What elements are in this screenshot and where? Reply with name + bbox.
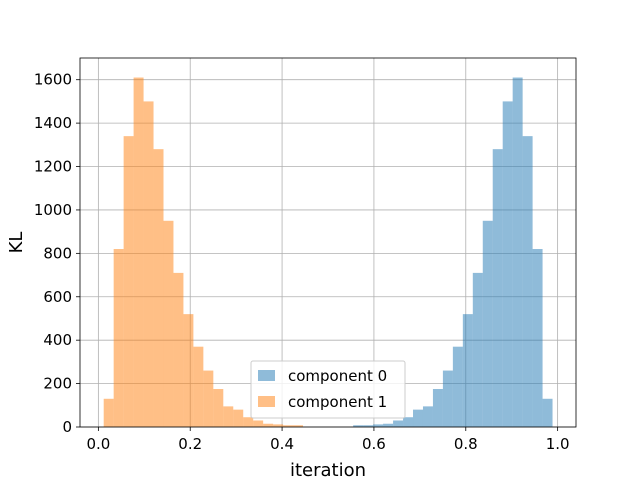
histogram-bars	[103, 77, 553, 428]
bar-component-0	[363, 425, 374, 427]
x-tick-label: 0.8	[454, 435, 478, 453]
bar-component-0	[542, 398, 553, 427]
y-tick-label: 1000	[34, 201, 72, 219]
bar-component-0	[432, 389, 443, 427]
legend-swatch-component-0	[258, 370, 275, 381]
bar-component-1	[113, 249, 124, 427]
bar-component-0	[492, 149, 503, 427]
bar-component-0	[353, 425, 364, 427]
y-tick-label: 1400	[34, 114, 72, 132]
bar-component-1	[293, 425, 304, 427]
bar-component-1	[183, 314, 194, 427]
x-tick-label: 0.4	[270, 435, 294, 453]
bar-component-0	[452, 346, 463, 427]
bar-component-1	[233, 409, 244, 427]
bar-component-1	[193, 346, 204, 427]
bar-component-1	[173, 272, 184, 427]
x-tick-label: 1.0	[546, 435, 570, 453]
bar-component-0	[482, 220, 493, 427]
bar-component-0	[383, 423, 394, 427]
bar-component-1	[273, 424, 284, 427]
bar-component-0	[512, 77, 523, 428]
y-tick-label: 400	[43, 331, 72, 349]
y-tick-label: 200	[43, 375, 72, 393]
bar-component-1	[243, 417, 254, 427]
bar-component-0	[403, 417, 414, 427]
y-axis-label: KL	[6, 232, 27, 254]
bar-component-1	[253, 420, 264, 427]
x-axis-label: iteration	[290, 460, 366, 480]
bar-component-1	[213, 389, 224, 427]
bar-component-1	[223, 406, 234, 427]
x-tick-label: 0.0	[86, 435, 110, 453]
bar-component-0	[522, 136, 533, 427]
legend-label-component-1: component 1	[288, 393, 387, 411]
bar-component-1	[203, 370, 214, 427]
bar-component-1	[103, 398, 114, 427]
y-tick-label: 800	[43, 244, 72, 262]
legend-box	[250, 360, 406, 419]
bar-component-1	[153, 149, 164, 427]
bar-component-0	[502, 101, 513, 427]
bar-component-0	[422, 406, 433, 427]
bar-component-1	[123, 136, 134, 427]
x-tick-label: 0.2	[178, 435, 202, 453]
bar-component-1	[143, 101, 154, 427]
bar-component-1	[163, 220, 174, 427]
legend-swatch-component-1	[258, 396, 275, 407]
x-tick-label: 0.6	[362, 435, 386, 453]
bar-component-0	[532, 249, 543, 427]
x-axis-ticks: 0.0 0.2 0.4 0.6 0.8 1.0	[86, 427, 570, 453]
y-tick-label: 0	[62, 418, 72, 436]
bar-component-0	[413, 409, 423, 427]
legend: component 0 component 1	[250, 360, 406, 419]
bar-component-1	[263, 423, 274, 427]
bar-component-0	[442, 370, 453, 427]
bar-component-0	[373, 424, 384, 427]
legend-label-component-0: component 0	[288, 367, 387, 385]
y-tick-label: 600	[43, 288, 72, 306]
bar-component-1	[283, 425, 294, 427]
bar-component-1	[133, 77, 144, 428]
bar-component-0	[472, 272, 483, 427]
bar-component-0	[462, 314, 473, 427]
y-tick-label: 1600	[34, 71, 72, 89]
y-axis-ticks: 0 200 400 600 800 1000 1200 1400 1600	[34, 71, 80, 436]
plot-frame	[79, 57, 577, 428]
bar-component-0	[393, 420, 404, 427]
y-tick-label: 1200	[34, 158, 72, 176]
